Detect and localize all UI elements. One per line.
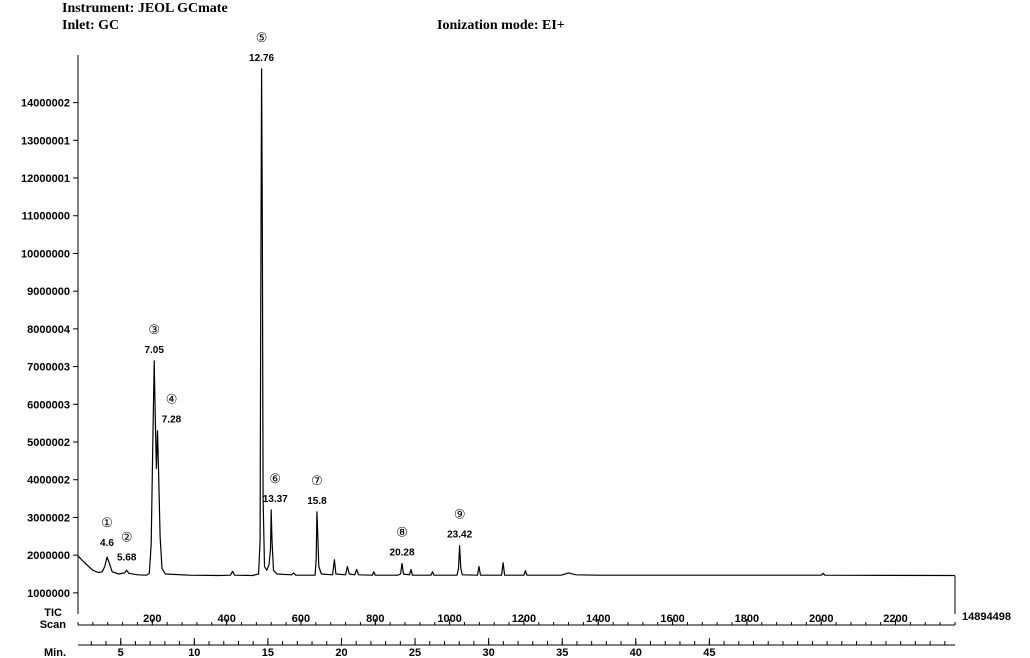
peak-3-label: 7.05 bbox=[144, 345, 164, 356]
y-tick-label: 1000000 bbox=[27, 588, 70, 600]
max-intensity-label: 14894498 bbox=[962, 611, 1011, 623]
peak-8-label: 20.28 bbox=[390, 547, 415, 558]
y-tick-label: 4000002 bbox=[27, 475, 70, 487]
scan-tick-label: 1800 bbox=[735, 613, 759, 625]
peak-2-label: 5.68 bbox=[117, 553, 137, 564]
minute-tick-label: 10 bbox=[188, 647, 200, 658]
minute-tick-label: 35 bbox=[556, 647, 568, 658]
peak-2-marker: ② bbox=[121, 530, 133, 545]
peak-4-marker: ④ bbox=[166, 392, 178, 407]
peak-5-marker: ⑤ bbox=[256, 30, 268, 45]
y-tick-label: 6000003 bbox=[27, 399, 70, 411]
scan-tick-label: 1000 bbox=[437, 613, 461, 625]
minute-tick-label: 25 bbox=[409, 647, 421, 658]
scan-tick-label: 400 bbox=[217, 613, 235, 625]
peak-5-label: 12.76 bbox=[249, 53, 274, 64]
y-tick-label: 13000001 bbox=[21, 135, 70, 147]
scan-tick-label: 2200 bbox=[883, 613, 907, 625]
peak-annotations: 4.6 ① 5.68 ② 7.05 ③ 7.28 ④ 12.76 ⑤ 13.37 ⑥ 15.8 ⑦ 20.2… bbox=[100, 30, 473, 564]
peak-7-marker: ⑦ bbox=[311, 473, 323, 488]
scan-tick-label: 2000 bbox=[809, 613, 833, 625]
y-tick-label: 9000000 bbox=[27, 286, 70, 298]
y-tick-label: 3000002 bbox=[27, 512, 70, 524]
scan-tick-label: 800 bbox=[366, 613, 384, 625]
scan-tick-label: 1200 bbox=[512, 613, 536, 625]
peak-7-label: 15.8 bbox=[307, 496, 327, 507]
tic-series-line bbox=[77, 68, 956, 577]
y-tick-label: 2000000 bbox=[27, 550, 70, 562]
peak-9-marker: ⑨ bbox=[454, 507, 466, 522]
y-tick-label: 10000000 bbox=[21, 248, 70, 260]
scan-tick-label: 1600 bbox=[660, 613, 684, 625]
ionization-mode-label: Ionization mode: EI+ bbox=[437, 18, 565, 33]
scan-tick-label: 600 bbox=[292, 613, 310, 625]
minute-tick-label: 40 bbox=[630, 647, 642, 658]
peak-6-marker: ⑥ bbox=[269, 471, 281, 486]
instrument-label: Instrument: JEOL GCmate bbox=[62, 1, 228, 16]
tic-trace bbox=[77, 68, 956, 577]
y-tick-label: 11000000 bbox=[22, 211, 70, 223]
minute-tick-label: 20 bbox=[335, 647, 347, 658]
scan-tick-label: 200 bbox=[143, 613, 161, 625]
tic-row-label: TIC bbox=[44, 607, 62, 619]
minute-tick-label: 30 bbox=[483, 647, 495, 658]
peak-3-marker: ③ bbox=[148, 322, 160, 337]
peak-4-label: 7.28 bbox=[162, 415, 182, 426]
y-tick-label: 14000002 bbox=[21, 98, 70, 110]
peak-6-label: 13.37 bbox=[263, 494, 288, 505]
peak-1-marker: ① bbox=[101, 515, 113, 530]
y-tick-label: 7000003 bbox=[27, 362, 70, 374]
y-tick-label: 5000002 bbox=[27, 437, 70, 449]
inlet-label: Inlet: GC bbox=[62, 18, 120, 33]
minute-tick-label: 5 bbox=[118, 647, 124, 658]
min-row-label: Min. bbox=[44, 647, 66, 658]
y-tick-label: 8000004 bbox=[27, 324, 71, 336]
peak-9-label: 23.42 bbox=[447, 530, 472, 541]
scan-row-label: Scan bbox=[40, 619, 67, 631]
chart-axes: 1000000 2000000 3000002 4000002 5000002 60000… bbox=[21, 55, 1011, 658]
peak-1-label: 4.6 bbox=[100, 538, 114, 549]
y-tick-label: 12000001 bbox=[21, 173, 70, 185]
scan-tick-label: 1400 bbox=[586, 613, 610, 625]
minute-tick-label: 45 bbox=[703, 647, 715, 658]
peak-8-marker: ⑧ bbox=[396, 524, 408, 539]
minute-tick-label: 15 bbox=[262, 647, 274, 658]
